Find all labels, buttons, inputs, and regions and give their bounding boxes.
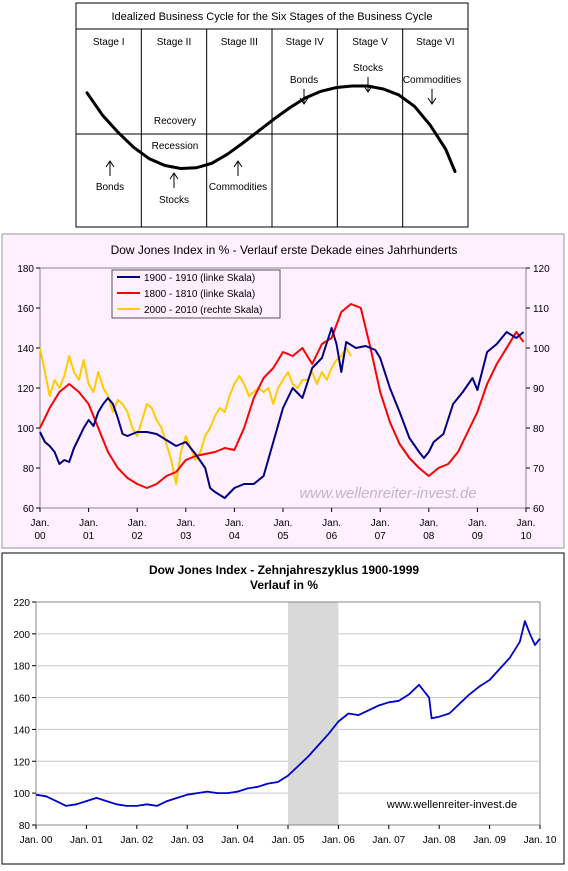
stocks-low-annotation: Stocks bbox=[159, 172, 189, 206]
series-line-2 bbox=[39, 347, 352, 485]
commodities-high-annotation: Commodities bbox=[403, 75, 461, 105]
x-tick-label: Jan. 10 bbox=[524, 835, 557, 846]
x-tick-label: Jan. 09 bbox=[468, 518, 487, 542]
chart2-title: Dow Jones Index in % - Verlauf erste Dek… bbox=[111, 243, 458, 257]
y-tick-label: 160 bbox=[17, 304, 34, 315]
y2-tick-label: 100 bbox=[533, 344, 550, 355]
y2-tick-label: 80 bbox=[533, 424, 545, 435]
y-tick-label: 120 bbox=[13, 757, 30, 768]
x-tick-label: Jan. 07 bbox=[371, 518, 390, 542]
chart2-legend: 1900 - 1910 (linke Skala) 1800 - 1810 (l… bbox=[111, 269, 281, 319]
dow-ten-year-cycle-chart: Dow Jones Index - Zehnjahreszyklus 1900-… bbox=[1, 552, 565, 865]
x-tick-label: Jan. 03 bbox=[176, 518, 195, 542]
recession-label: Recession bbox=[152, 141, 199, 152]
x-tick-label: Jan. 04 bbox=[225, 518, 244, 542]
cycle-curve bbox=[85, 84, 457, 173]
x-tick-label: Jan. 07 bbox=[372, 835, 405, 846]
dow-first-decade-chart: Dow Jones Index in % - Verlauf erste Dek… bbox=[1, 233, 565, 549]
x-tick-label: Jan. 08 bbox=[423, 835, 456, 846]
x-tick-label: Jan. 06 bbox=[322, 518, 341, 542]
y-tick-label: 200 bbox=[13, 630, 30, 641]
x-tick-label: Jan. 05 bbox=[272, 835, 305, 846]
chart3-highlight-band bbox=[288, 602, 339, 825]
business-cycle-diagram: Idealized Business Cycle for the Six Sta… bbox=[75, 2, 469, 228]
x-tick-label: Jan. 06 bbox=[322, 835, 355, 846]
y-tick-label: 100 bbox=[17, 424, 34, 435]
y-tick-label: 80 bbox=[19, 821, 31, 832]
series-line-0 bbox=[35, 620, 541, 807]
legend-label-1900: 1900 - 1910 (linke Skala) bbox=[144, 273, 255, 284]
stage-label: Stage I bbox=[93, 37, 125, 48]
dow-ten-year-cycle-panel: Dow Jones Index - Zehnjahreszyklus 1900-… bbox=[0, 552, 568, 866]
chart2-watermark: www.wellenreiter-invest.de bbox=[299, 485, 476, 502]
x-tick-label: Jan. 01 bbox=[70, 835, 103, 846]
chart3-title: Dow Jones Index - Zehnjahreszyklus 1900-… bbox=[149, 563, 419, 577]
y-tick-label: 100 bbox=[13, 789, 30, 800]
commodities-high-label: Commodities bbox=[403, 75, 461, 86]
stage-label: Stage V bbox=[352, 37, 388, 48]
y-tick-label: 80 bbox=[23, 464, 35, 475]
x-tick-label: Jan. 02 bbox=[120, 835, 153, 846]
commodities-low-label: Commodities bbox=[209, 182, 267, 193]
stocks-high-annotation: Stocks bbox=[353, 63, 383, 93]
x-tick-label: Jan. 01 bbox=[79, 518, 98, 542]
y2-tick-label: 110 bbox=[533, 304, 549, 315]
legend-label-2000: 2000 - 2010 (rechte Skala) bbox=[144, 305, 262, 316]
series-line-0 bbox=[39, 327, 525, 499]
y2-tick-label: 70 bbox=[533, 464, 545, 475]
x-tick-label: Jan. 05 bbox=[274, 518, 293, 542]
stage-label: Stage VI bbox=[416, 37, 454, 48]
bonds-high-annotation: Bonds bbox=[290, 75, 318, 105]
y-tick-label: 220 bbox=[13, 598, 30, 609]
stocks-low-label: Stocks bbox=[159, 195, 189, 206]
y-tick-label: 140 bbox=[13, 725, 30, 736]
y-tick-label: 120 bbox=[17, 384, 34, 395]
stage-label: Stage III bbox=[221, 37, 258, 48]
y2-tick-label: 120 bbox=[533, 264, 550, 275]
chart3-subtitle: Verlauf in % bbox=[250, 578, 318, 592]
x-tick-label: Jan. 09 bbox=[473, 835, 506, 846]
stage-label: Stage IV bbox=[285, 37, 324, 48]
y-tick-label: 160 bbox=[13, 694, 30, 705]
legend-label-1800: 1800 - 1810 (linke Skala) bbox=[144, 289, 255, 300]
bonds-low-annotation: Bonds bbox=[96, 160, 124, 193]
x-tick-label: Jan. 04 bbox=[221, 835, 254, 846]
y-tick-label: 60 bbox=[23, 504, 35, 515]
recovery-label: Recovery bbox=[154, 116, 196, 127]
x-tick-label: Jan. 03 bbox=[171, 835, 204, 846]
x-tick-label: Jan. 08 bbox=[419, 518, 438, 542]
chart3-watermark: www.wellenreiter-invest.de bbox=[386, 799, 517, 811]
x-tick-label: Jan. 02 bbox=[128, 518, 147, 542]
series-line-1 bbox=[39, 303, 525, 489]
stocks-high-label: Stocks bbox=[353, 63, 383, 74]
business-cycle-panel: Idealized Business Cycle for the Six Sta… bbox=[0, 0, 568, 230]
business-cycle-title: Idealized Business Cycle for the Six Sta… bbox=[112, 11, 433, 23]
y-tick-label: 180 bbox=[13, 662, 30, 673]
stage-label: Stage II bbox=[157, 37, 191, 48]
y-tick-label: 180 bbox=[17, 264, 34, 275]
commodities-low-annotation: Commodities bbox=[209, 160, 267, 193]
y2-tick-label: 90 bbox=[533, 384, 545, 395]
x-tick-label: Jan. 00 bbox=[20, 835, 53, 846]
bonds-high-label: Bonds bbox=[290, 75, 318, 86]
bonds-low-label: Bonds bbox=[96, 182, 124, 193]
dow-first-decade-panel: Dow Jones Index in % - Verlauf erste Dek… bbox=[0, 232, 568, 550]
x-tick-label: Jan. 10 bbox=[517, 518, 536, 542]
y2-tick-label: 60 bbox=[533, 504, 545, 515]
x-tick-label: Jan. 00 bbox=[31, 518, 50, 542]
y-tick-label: 140 bbox=[17, 344, 34, 355]
